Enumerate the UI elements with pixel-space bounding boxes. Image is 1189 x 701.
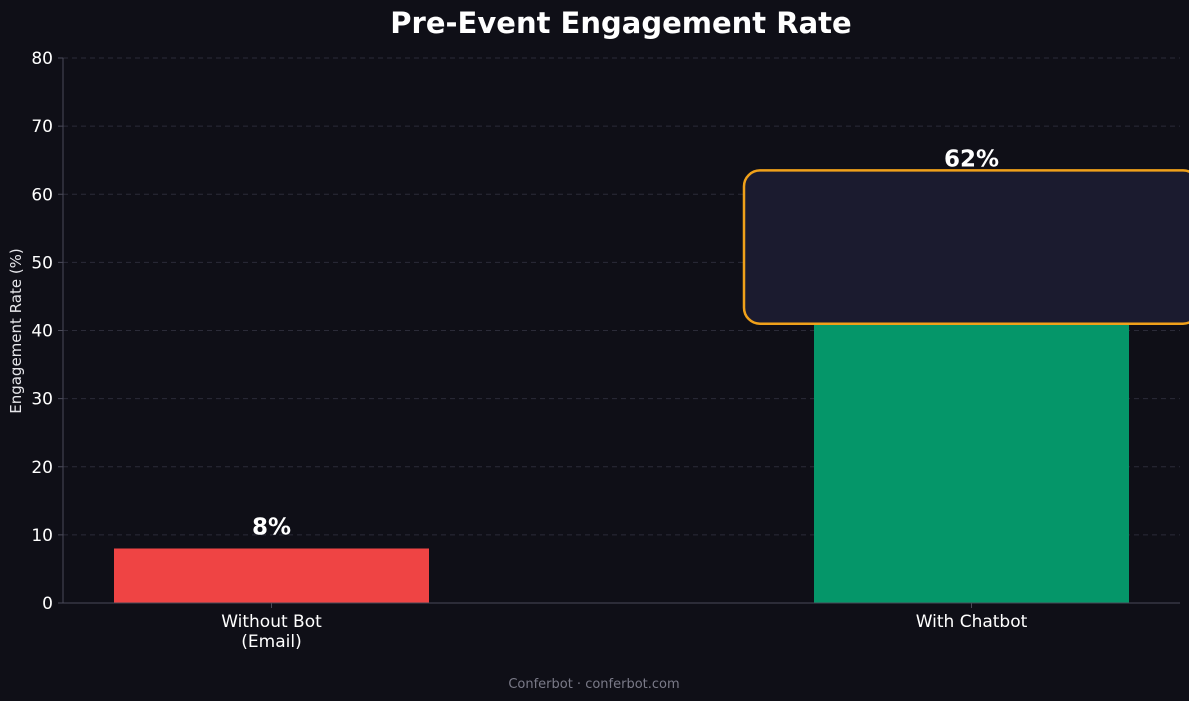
value-labels: 8% 62% <box>252 147 999 541</box>
x-tick-label: With Chatbot <box>916 612 1028 632</box>
y-tick-label: 40 <box>31 322 53 342</box>
footer-credit: Conferbot · conferbot.com <box>508 677 679 692</box>
y-tick-label: 0 <box>42 594 53 614</box>
y-tick-label: 30 <box>31 390 53 410</box>
y-tick-label: 10 <box>31 526 53 546</box>
x-tick-label-line: With Chatbot <box>916 612 1028 632</box>
y-tick-label: 60 <box>31 185 53 205</box>
value-label: 62% <box>944 147 999 173</box>
y-axis-label: Engagement Rate (%) <box>7 248 25 414</box>
y-tick-label: 70 <box>31 117 53 137</box>
x-tick-label-line: Without Bot <box>221 612 322 632</box>
y-tick-label: 50 <box>31 253 53 273</box>
value-label: 8% <box>252 515 291 541</box>
x-tick-labels: Without Bot (Email) With Chatbot <box>221 612 1027 652</box>
x-tick-label-line: (Email) <box>241 632 301 652</box>
x-tick-label: Without Bot (Email) <box>221 612 322 652</box>
y-tick-labels: 0 10 20 30 40 50 60 70 80 <box>31 49 53 614</box>
y-tick-label: 80 <box>31 49 53 69</box>
chart-title: Pre-Event Engagement Rate <box>390 6 851 40</box>
axes <box>58 57 1180 608</box>
bar <box>114 548 429 603</box>
highlight-box <box>742 169 1189 325</box>
highlight-callout <box>742 169 1189 325</box>
y-tick-label: 20 <box>31 458 53 478</box>
